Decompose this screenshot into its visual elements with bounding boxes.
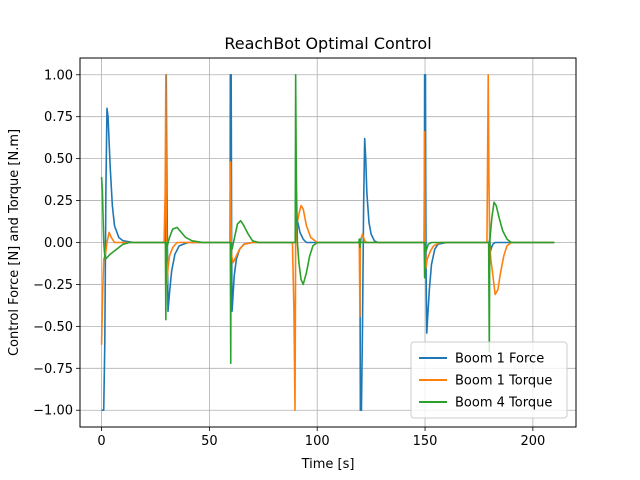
legend: Boom 1 Force Boom 1 Torque Boom 4 Torque bbox=[410, 341, 568, 419]
series-line-1 bbox=[101, 73, 555, 412]
y-tick-label: 0.00 bbox=[44, 236, 73, 251]
y-tick-label: −0.50 bbox=[33, 320, 73, 335]
legend-label: Boom 4 Torque bbox=[455, 396, 552, 411]
series-lines bbox=[100, 73, 555, 412]
legend-label: Boom 1 Force bbox=[455, 352, 544, 367]
x-tick-label: 0 bbox=[97, 434, 105, 449]
x-tick-label: 150 bbox=[413, 434, 438, 449]
legend-box bbox=[410, 341, 568, 419]
series-line-2 bbox=[100, 73, 555, 412]
x-axis-title: Time [s] bbox=[301, 457, 355, 472]
y-tick-label: 1.00 bbox=[44, 68, 73, 83]
y-tick-label: −0.75 bbox=[33, 362, 73, 377]
series-line-3 bbox=[100, 73, 555, 365]
x-tick-label: 200 bbox=[520, 434, 545, 449]
x-tick-label: 100 bbox=[305, 434, 330, 449]
legend-label: Boom 1 Torque bbox=[455, 374, 552, 389]
chart-title: ReachBot Optimal Control bbox=[224, 34, 431, 53]
y-tick-label: −0.25 bbox=[33, 278, 73, 293]
y-tick-label: 0.50 bbox=[44, 152, 73, 167]
y-axis-title: Control Force [N] and Torque [N.m] bbox=[7, 129, 22, 356]
y-tick-label: 0.25 bbox=[44, 194, 73, 209]
x-tick-label: 50 bbox=[201, 434, 218, 449]
axis-ticks: 0 50 100 150 200 −1.00 −0.75 −0.50 −0.25 0.00 0.25… bbox=[33, 68, 545, 449]
y-tick-label: −1.00 bbox=[33, 404, 73, 419]
y-tick-label: 0.75 bbox=[44, 110, 73, 125]
